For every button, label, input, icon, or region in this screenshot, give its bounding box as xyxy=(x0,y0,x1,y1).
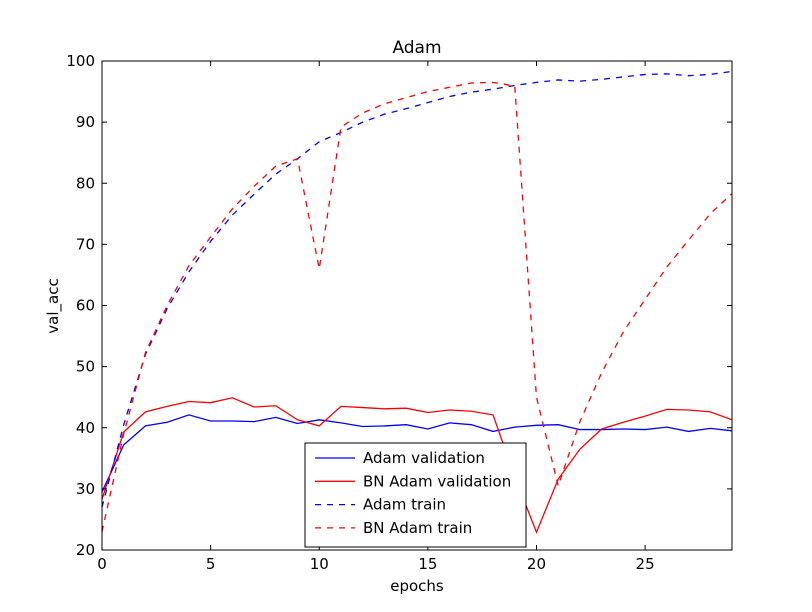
axes-layer: 0 5 10 15 20 25 20 30 40 50 60 70 80 90 100 xyxy=(66,52,733,573)
chart-title: Adam xyxy=(392,38,441,58)
x-tick-label: 20 xyxy=(527,555,546,573)
y-tick-label: 40 xyxy=(76,419,95,437)
legend-label: Adam train xyxy=(363,496,446,514)
legend-label: BN Adam validation xyxy=(363,472,511,490)
y-tick-label: 30 xyxy=(76,480,95,498)
x-tick-label: 10 xyxy=(310,555,329,573)
y-tick-label: 60 xyxy=(76,297,95,315)
series-line-bn-adam-train xyxy=(102,81,732,532)
x-tick-label: 25 xyxy=(636,555,655,573)
series-layer xyxy=(102,70,732,535)
y-tick-label: 80 xyxy=(76,174,95,192)
series-line-adam-train xyxy=(102,70,732,508)
y-tick-label: 90 xyxy=(76,113,95,131)
y-axis-label: val_acc xyxy=(44,278,63,333)
y-tick-label: 20 xyxy=(76,541,95,559)
x-tick-label: 0 xyxy=(97,555,107,573)
y-tick-label: 50 xyxy=(76,358,95,376)
series-line-bn-adam-validation xyxy=(102,397,732,535)
legend-box xyxy=(304,442,527,548)
x-tick-label: 15 xyxy=(418,555,437,573)
y-tick-label: 70 xyxy=(76,235,95,253)
y-tick-label: 100 xyxy=(66,52,95,70)
legend-label: BN Adam train xyxy=(363,519,472,537)
x-tick-label: 5 xyxy=(206,555,216,573)
series-line-adam-validation xyxy=(102,414,732,493)
x-axis-label: epochs xyxy=(390,577,444,595)
legend-label: Adam validation xyxy=(363,449,485,467)
legend: Adam validation BN Adam validation Adam tr… xyxy=(304,442,527,548)
